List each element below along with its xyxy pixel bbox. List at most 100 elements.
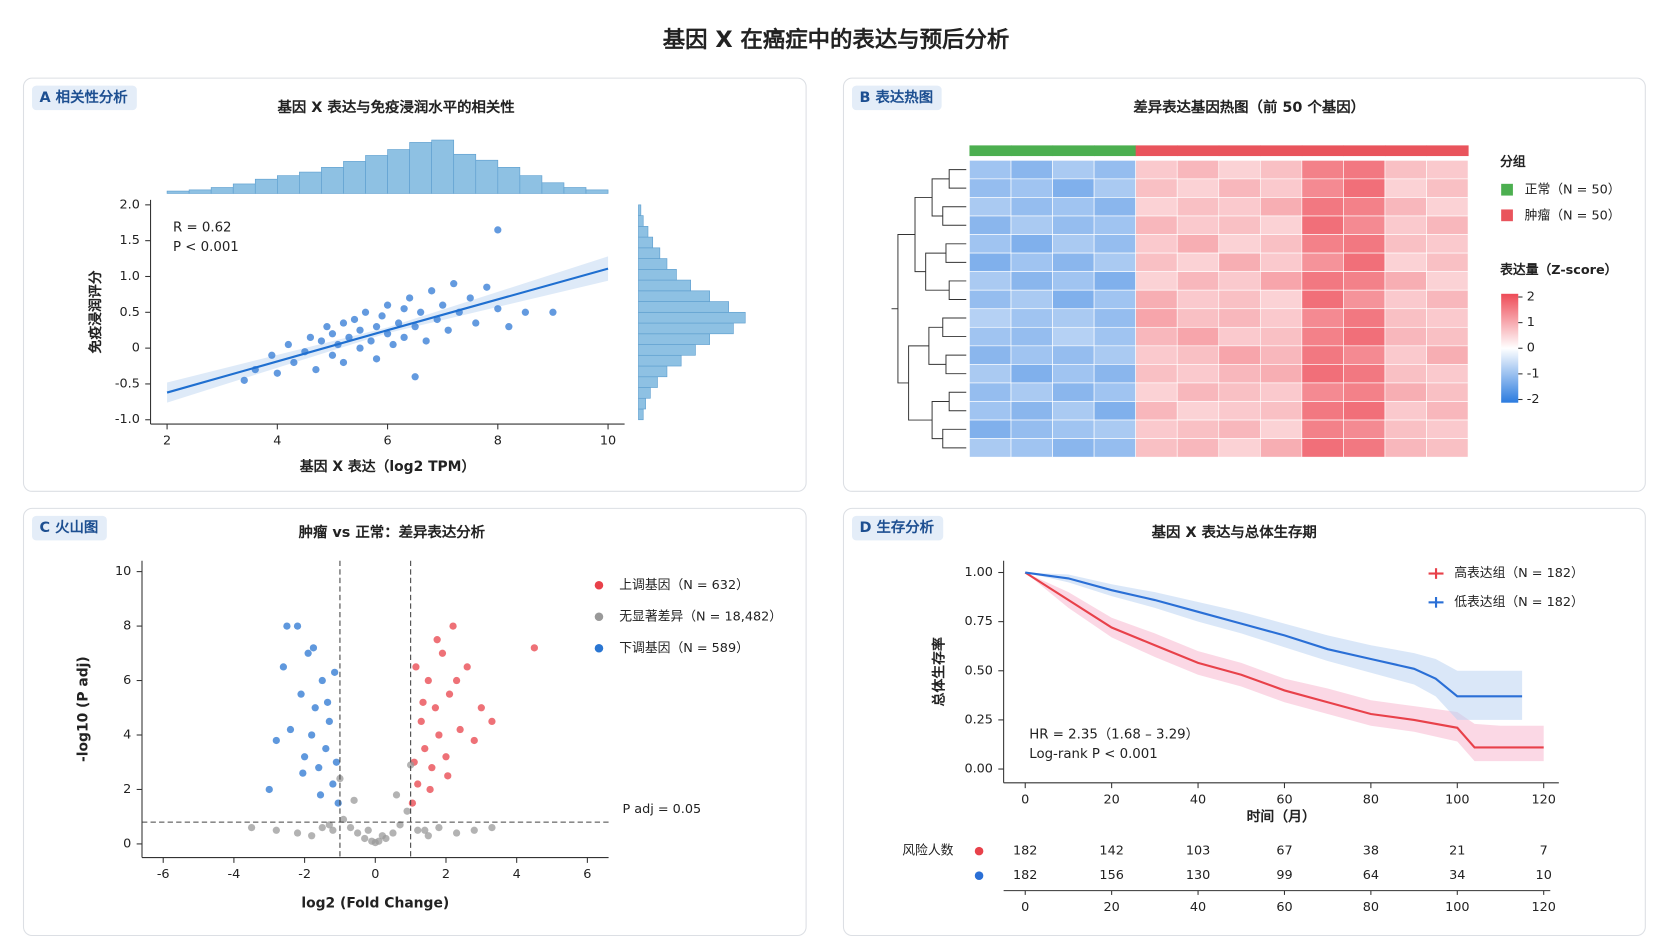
- panel-title: 基因 X 表达与免疫浸润水平的相关性: [276, 98, 514, 116]
- legend-marker: [594, 581, 604, 590]
- heatmap-cell: [1343, 308, 1386, 328]
- heatmap-cell: [1093, 252, 1136, 272]
- point: [345, 333, 353, 342]
- heatmap-cell: [1218, 364, 1261, 384]
- x-tick-label: 8: [494, 434, 502, 449]
- legend-label: 下调基因（N = 589）: [619, 641, 749, 656]
- group-bar: [1094, 145, 1137, 157]
- histogram-bar: [638, 226, 649, 238]
- point: [297, 690, 305, 698]
- group-bar: [1384, 145, 1428, 157]
- annotation: R = 0.62: [173, 221, 232, 236]
- point: [412, 663, 420, 671]
- point: [435, 731, 443, 739]
- histogram-bar: [519, 175, 543, 194]
- risk-table-tick-label: 120: [1531, 900, 1555, 915]
- point: [383, 330, 392, 338]
- heatmap-cell: [1343, 382, 1386, 402]
- point: [421, 826, 429, 834]
- heatmap-cell: [969, 289, 1012, 310]
- heatmap-cell: [1343, 160, 1386, 180]
- heatmap-cell: [1259, 178, 1303, 198]
- survival-curve: [1025, 571, 1523, 698]
- x-tick-label: 0: [1021, 792, 1029, 807]
- point: [488, 823, 496, 832]
- confidence-band: [1025, 572, 1523, 720]
- y-tick-label: 0.5: [120, 305, 140, 320]
- risk-count: 21: [1449, 844, 1465, 859]
- heatmap-cell: [1426, 438, 1469, 458]
- histogram-bar: [431, 139, 455, 194]
- histogram-bar: [475, 159, 499, 194]
- heatmap-cell: [969, 160, 1012, 180]
- point: [375, 837, 383, 845]
- point: [339, 358, 348, 367]
- point: [339, 815, 348, 824]
- risk-count: 103: [1186, 844, 1210, 859]
- heatmap-cell: [1052, 438, 1095, 458]
- heatmap-cell: [1218, 215, 1261, 235]
- heatmap-cell: [1052, 308, 1095, 328]
- point: [411, 323, 419, 331]
- heatmap-cell: [1176, 438, 1220, 458]
- heatmap-cell: [1384, 197, 1427, 217]
- heatmap-cell: [1135, 382, 1178, 402]
- heatmap-cell: [969, 308, 1012, 328]
- heatmap-cell: [1259, 364, 1303, 384]
- point: [317, 337, 326, 345]
- point: [419, 698, 427, 706]
- histogram-bar: [638, 269, 677, 281]
- heatmap-cell: [1259, 382, 1303, 402]
- point: [361, 308, 370, 316]
- panel-title: 基因 X 表达与总体生存期: [1151, 523, 1317, 541]
- heatmap-cell: [1343, 289, 1386, 310]
- heatmap-cell: [1343, 215, 1386, 235]
- heatmap-cell: [1384, 160, 1427, 180]
- x-tick-label: 4: [513, 867, 521, 882]
- heatmap-cell: [1301, 438, 1344, 458]
- heatmap-cell: [1259, 234, 1303, 254]
- point: [312, 365, 320, 374]
- point: [272, 736, 280, 745]
- heatmap-cell: [1343, 234, 1386, 254]
- panel-label: A 相关性分析: [40, 88, 129, 106]
- point: [350, 796, 358, 804]
- y-tick-label: -0.5: [115, 376, 140, 391]
- heatmap-cell: [1010, 178, 1053, 198]
- heatmap-cell: [1052, 382, 1095, 402]
- heatmap-cell: [1384, 215, 1427, 235]
- point: [408, 799, 417, 807]
- point: [442, 753, 450, 761]
- histogram-bar: [254, 178, 278, 194]
- heatmap-cell: [1384, 271, 1427, 291]
- point: [328, 351, 337, 359]
- histogram-bar: [166, 190, 190, 194]
- point: [311, 704, 319, 712]
- heatmap-cell: [1010, 326, 1053, 347]
- point: [477, 704, 485, 712]
- x-tick-label: 10: [600, 434, 616, 449]
- heatmap-cell: [1176, 345, 1220, 365]
- point: [329, 826, 337, 834]
- heatmap-cell: [1384, 364, 1427, 384]
- heatmap-cell: [969, 271, 1012, 291]
- heatmap-cell: [1052, 215, 1095, 235]
- point: [356, 344, 364, 352]
- y-tick-label: 0.00: [964, 762, 993, 777]
- histogram-bar: [638, 236, 654, 249]
- heatmap-cell: [1135, 289, 1178, 310]
- histogram-bar: [365, 155, 388, 194]
- histogram-bar: [638, 387, 651, 399]
- heatmap-cell: [1052, 160, 1095, 180]
- histogram-bar: [563, 187, 587, 194]
- heatmap-cell: [969, 234, 1012, 254]
- heatmap-cell: [1384, 289, 1427, 310]
- point: [450, 280, 458, 288]
- heatmap-cell: [1259, 197, 1303, 217]
- heatmap-cell: [1426, 197, 1469, 217]
- point: [494, 305, 502, 313]
- heatmap-cell: [1176, 401, 1220, 421]
- heatmap-cell: [1010, 197, 1053, 217]
- heatmap-cell: [1301, 271, 1344, 291]
- panel-label: C 火山图: [40, 519, 99, 536]
